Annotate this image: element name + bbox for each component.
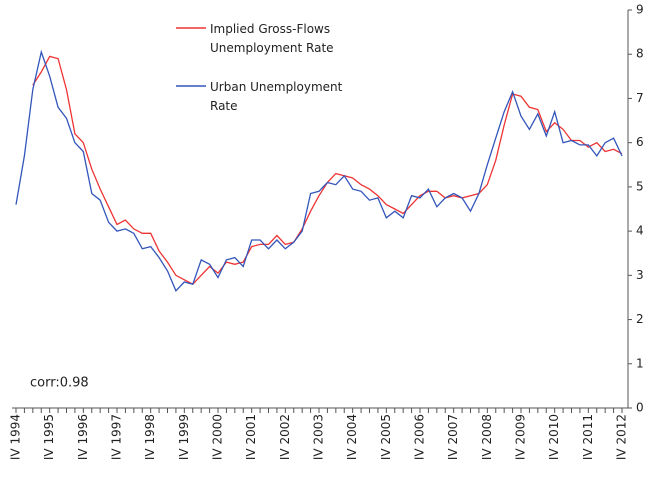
x-tick-label: IV 1996 (76, 414, 90, 460)
x-tick-label: IV 2009 (514, 414, 528, 460)
y-tick-label: 5 (636, 179, 644, 193)
y-tick-label: 6 (636, 135, 644, 149)
annotation: corr:0.98 (30, 376, 89, 391)
y-tick-label: 8 (636, 47, 644, 61)
series-line (15, 49, 623, 292)
x-tick-label: IV 2006 (413, 414, 427, 460)
x-tick-label: IV 2001 (244, 414, 258, 460)
x-tick-label: IV 2002 (278, 414, 292, 460)
y-tick-label: 4 (636, 224, 644, 238)
x-tick-label: IV 2011 (581, 414, 595, 460)
x-tick-label: IV 1999 (177, 414, 191, 460)
y-tick-label: 7 (636, 91, 644, 105)
legend-label: Implied Gross-Flows Unemployment Rate (210, 22, 334, 55)
x-tick-label: IV 2010 (547, 414, 561, 460)
y-tick-label: 3 (636, 268, 644, 282)
x-tick-label: IV 2012 (615, 414, 629, 460)
x-tick-label: IV 1995 (42, 414, 56, 460)
x-tick-label: IV 2004 (345, 414, 359, 460)
y-tick-label: 2 (636, 312, 644, 326)
y-tick-label: 9 (636, 3, 644, 17)
x-tick-label: IV 1997 (110, 414, 124, 460)
x-tick-label: IV 2007 (446, 414, 460, 460)
x-tick-label: IV 2005 (379, 414, 393, 460)
x-tick-label: IV 1998 (143, 414, 157, 460)
x-tick-label: IV 1994 (9, 414, 23, 460)
y-tick-label: 0 (636, 401, 644, 415)
x-tick-label: IV 2000 (211, 414, 225, 460)
x-tick-label: IV 2008 (480, 414, 494, 460)
x-tick-label: IV 2003 (312, 414, 326, 460)
y-tick-label: 1 (636, 356, 644, 370)
legend-label: Urban Unemployment Rate (210, 80, 343, 113)
